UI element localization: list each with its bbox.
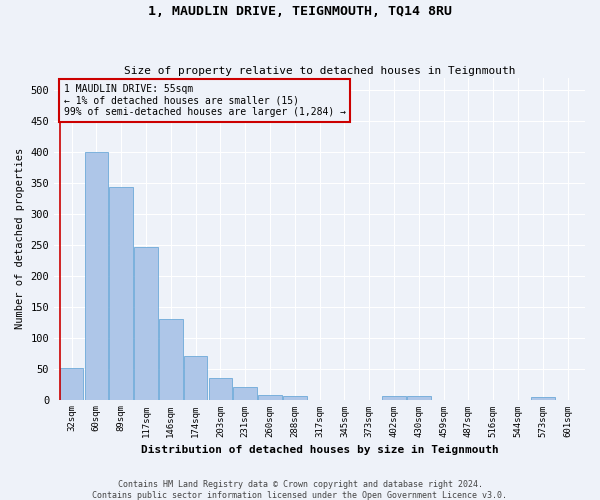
Bar (60, 368, 83, 400)
Bar (407, 396, 431, 400)
Bar (109, 186, 133, 400)
Bar (233, 387, 257, 400)
Text: Contains HM Land Registry data © Crown copyright and database right 2024.
Contai: Contains HM Land Registry data © Crown c… (92, 480, 508, 500)
Bar (382, 396, 406, 400)
Bar (184, 356, 208, 400)
Bar (531, 397, 554, 400)
Bar (283, 396, 307, 400)
X-axis label: Distribution of detached houses by size in Teignmouth: Distribution of detached houses by size … (141, 445, 499, 455)
Bar (159, 319, 182, 400)
Y-axis label: Number of detached properties: Number of detached properties (15, 148, 25, 329)
Bar (134, 248, 158, 400)
Title: Size of property relative to detached houses in Teignmouth: Size of property relative to detached ho… (124, 66, 515, 76)
Bar (258, 394, 282, 400)
Bar (209, 378, 232, 400)
Text: 1, MAUDLIN DRIVE, TEIGNMOUTH, TQ14 8RU: 1, MAUDLIN DRIVE, TEIGNMOUTH, TQ14 8RU (148, 5, 452, 18)
Bar (85, 152, 108, 400)
Text: 1 MAUDLIN DRIVE: 55sqm
← 1% of detached houses are smaller (15)
99% of semi-deta: 1 MAUDLIN DRIVE: 55sqm ← 1% of detached … (64, 84, 346, 117)
